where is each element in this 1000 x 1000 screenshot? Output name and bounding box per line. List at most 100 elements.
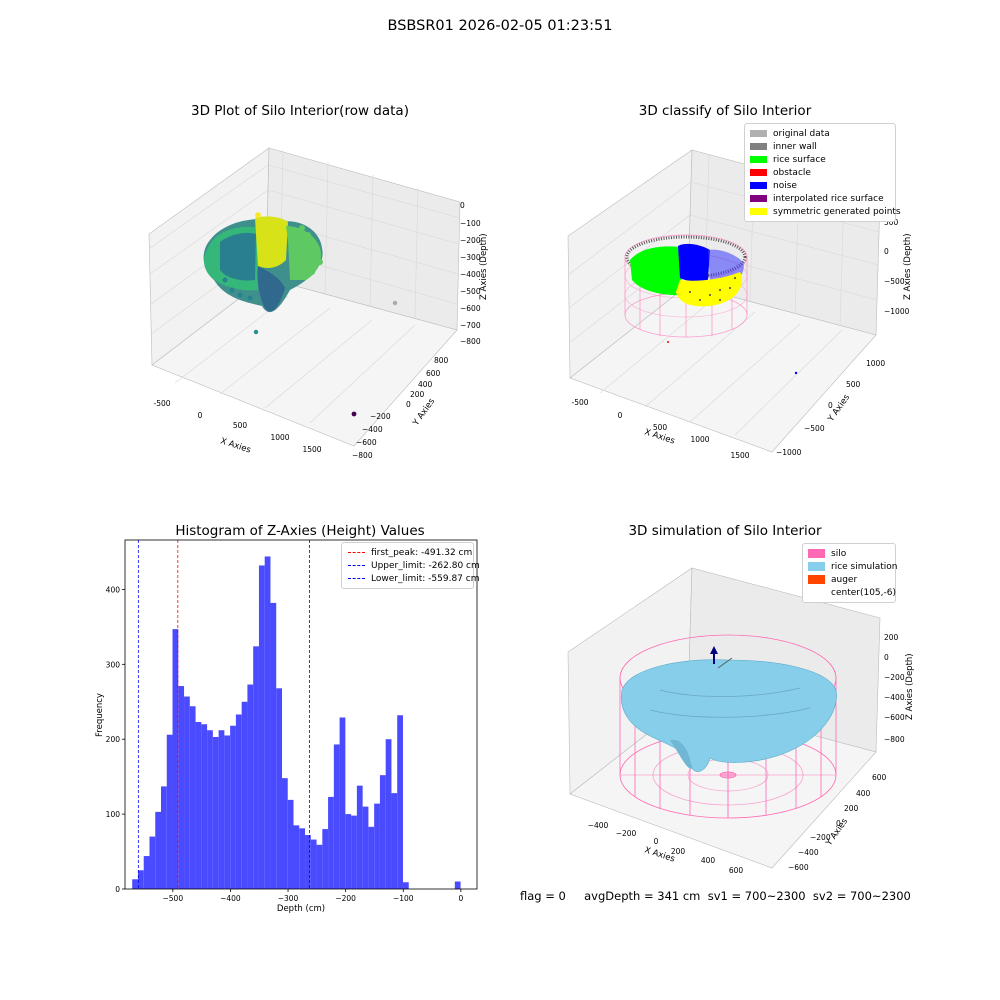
histogram-bar <box>356 785 363 889</box>
histogram-bar <box>339 717 346 889</box>
panel1-ztick: −400 <box>460 270 481 279</box>
histogram-x-ticks: −500 −400 −300 −200 −100 0 <box>163 889 463 903</box>
legend-swatch <box>808 588 825 597</box>
panel2-ztick: 0 <box>884 247 889 256</box>
panel2-xtick: 0 <box>618 411 623 420</box>
panel1-ytick: −800 <box>352 451 373 460</box>
histogram-bar <box>287 799 294 889</box>
legend-swatch <box>750 143 767 150</box>
histogram-bar <box>149 836 156 889</box>
histogram-bar <box>218 730 225 889</box>
histogram-bar <box>281 778 288 889</box>
histogram-bar <box>328 796 334 889</box>
legend-label: auger <box>831 574 858 585</box>
panel4-ztick: 0 <box>884 653 889 662</box>
panel4-xtick: −400 <box>588 821 609 830</box>
legend-label: obstacle <box>773 167 811 178</box>
panel1-3d-plot: -500 0 500 1000 1500 800 600 400 200 0 −… <box>148 147 489 460</box>
histogram-bar <box>230 725 236 889</box>
histogram-bar <box>201 724 208 889</box>
auger-icon <box>710 646 733 669</box>
histogram-ytick-label: 400 <box>106 585 121 594</box>
legend-label: Upper_limit: -262.80 cm <box>371 560 480 571</box>
legend-swatch <box>750 182 767 189</box>
panel4-ytick: −400 <box>798 848 819 857</box>
legend-label: interpolated rice surface <box>773 193 884 204</box>
legend-swatch <box>750 156 767 163</box>
legend-label: original data <box>773 128 830 139</box>
histogram-bar <box>132 879 138 889</box>
panel1-xtick: 1500 <box>302 445 321 454</box>
panel4-ytick: 0 <box>836 819 841 828</box>
panel4-ytick: 400 <box>856 789 871 798</box>
histogram-plot: −500 −400 −300 −200 −100 0 0 100 200 300 400 Dept… <box>95 539 478 914</box>
histogram-bar <box>207 730 213 889</box>
panel1-xtick: 500 <box>233 421 248 430</box>
panel1-ztick: 0 <box>460 201 465 210</box>
legend-swatch <box>808 562 825 571</box>
histogram-bar <box>235 714 242 889</box>
legend-item: inner wall <box>750 140 890 153</box>
panel4-ytick: −200 <box>810 833 831 842</box>
panel4-ztick: −400 <box>884 693 905 702</box>
histogram-bar <box>322 829 329 889</box>
histogram-bar <box>362 806 369 889</box>
panel1-ztick: −600 <box>460 304 481 313</box>
histogram-xtick-label: −300 <box>278 894 299 903</box>
legend-label: first_peak: -491.32 cm <box>371 547 473 558</box>
legend-label: center(105,-6) <box>831 587 896 598</box>
legend-item: Upper_limit: -262.80 cm <box>348 559 480 572</box>
panel1-ylabel: Y Axies <box>411 396 438 428</box>
panel1-zlabel: Z Axies (Depth) <box>479 233 489 300</box>
panel4-xtick: 0 <box>654 837 659 846</box>
histogram-legend: first_peak: -491.32 cm Upper_limit: -262… <box>341 542 480 589</box>
histogram-vlines <box>137 540 310 889</box>
panel1-ztick: −300 <box>460 253 481 262</box>
panel2-xtick: 1000 <box>690 435 709 444</box>
histogram-ytick-label: 200 <box>106 735 121 744</box>
histogram-bar <box>195 721 202 889</box>
panel2-floor-pane <box>569 284 877 453</box>
histogram-bar <box>368 826 375 889</box>
histogram-bar <box>379 775 386 889</box>
histogram-bar <box>402 882 409 889</box>
panel2-zlabel: Z Axies (Depth) <box>903 233 913 300</box>
histogram-bar <box>293 825 300 889</box>
legend-swatch <box>750 208 767 215</box>
panel4-title: 3D simulation of Silo Interior <box>628 523 822 539</box>
histogram-ytick-label: 300 <box>106 660 121 669</box>
panel4-ztick: 200 <box>884 633 899 642</box>
legend-item: interpolated rice surface <box>750 192 890 205</box>
panel4-ytick: −600 <box>788 863 809 872</box>
panel2-title: 3D classify of Silo Interior <box>638 103 812 119</box>
panel1-xtick: 1000 <box>270 433 289 442</box>
histogram-bar <box>161 786 167 889</box>
histogram-bar <box>316 844 323 889</box>
legend-label: rice simulation <box>831 561 898 572</box>
panel1-xtick: -500 <box>153 399 170 408</box>
panel1-ytick: 800 <box>434 356 449 365</box>
panel1-ytick: 200 <box>410 390 425 399</box>
legend-item: rice simulation <box>808 560 897 573</box>
histogram-bar <box>264 556 271 889</box>
legend-label: rice surface <box>773 154 826 165</box>
histogram-bar <box>345 814 352 889</box>
panel3-title: Histogram of Z-Axies (Height) Values <box>175 523 425 539</box>
histogram-bar <box>143 856 150 889</box>
histogram-xtick-label: 0 <box>458 894 463 903</box>
panel4-ytick: 200 <box>844 804 859 813</box>
legend-item: original data <box>750 127 890 140</box>
histogram-bar <box>166 734 173 889</box>
legend-label: Lower_limit: -559.87 cm <box>371 573 480 584</box>
histogram-bar <box>276 688 282 889</box>
panel1-ztick: −200 <box>460 236 481 245</box>
histogram-bar <box>178 686 185 889</box>
panel1-ztick: −100 <box>460 219 481 228</box>
histogram-bars <box>132 556 461 889</box>
panel2-ytick: −500 <box>804 424 825 433</box>
histogram-bar <box>258 565 265 889</box>
panel1-floor-pane <box>151 277 458 447</box>
histogram-bar <box>391 793 398 889</box>
histogram-xtick-label: −100 <box>393 894 414 903</box>
panel1-title: 3D Plot of Silo Interior(row data) <box>191 103 409 119</box>
